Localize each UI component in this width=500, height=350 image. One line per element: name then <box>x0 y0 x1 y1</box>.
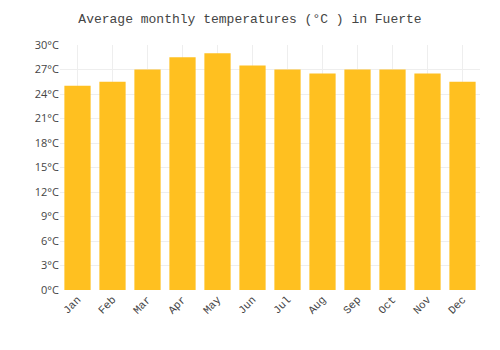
svg-text:Jan: Jan <box>61 294 83 316</box>
svg-text:27°C: 27°C <box>35 61 59 76</box>
svg-text:0°C: 0°C <box>41 282 59 297</box>
svg-text:18°C: 18°C <box>35 135 59 150</box>
svg-text:Sep: Sep <box>341 294 363 316</box>
svg-text:Nov: Nov <box>411 294 434 317</box>
svg-text:15°C: 15°C <box>35 159 59 174</box>
svg-text:3°C: 3°C <box>41 257 59 272</box>
svg-text:Apr: Apr <box>166 294 188 316</box>
svg-text:24°C: 24°C <box>35 86 59 101</box>
svg-text:Mar: Mar <box>131 294 153 316</box>
svg-text:12°C: 12°C <box>35 184 59 199</box>
svg-text:Dec: Dec <box>446 294 468 316</box>
svg-text:9°C: 9°C <box>41 208 59 223</box>
svg-text:Oct: Oct <box>376 294 398 316</box>
svg-text:Feb: Feb <box>96 294 118 316</box>
svg-text:6°C: 6°C <box>41 233 59 248</box>
svg-text:Jun: Jun <box>236 294 258 316</box>
svg-text:Jul: Jul <box>271 294 293 316</box>
svg-text:21°C: 21°C <box>35 110 59 125</box>
svg-text:Aug: Aug <box>306 294 328 316</box>
svg-text:30°C: 30°C <box>35 37 59 52</box>
svg-text:Average monthly temperatures (: Average monthly temperatures (°C ) in Fu… <box>78 12 421 27</box>
svg-text:May: May <box>201 294 224 317</box>
